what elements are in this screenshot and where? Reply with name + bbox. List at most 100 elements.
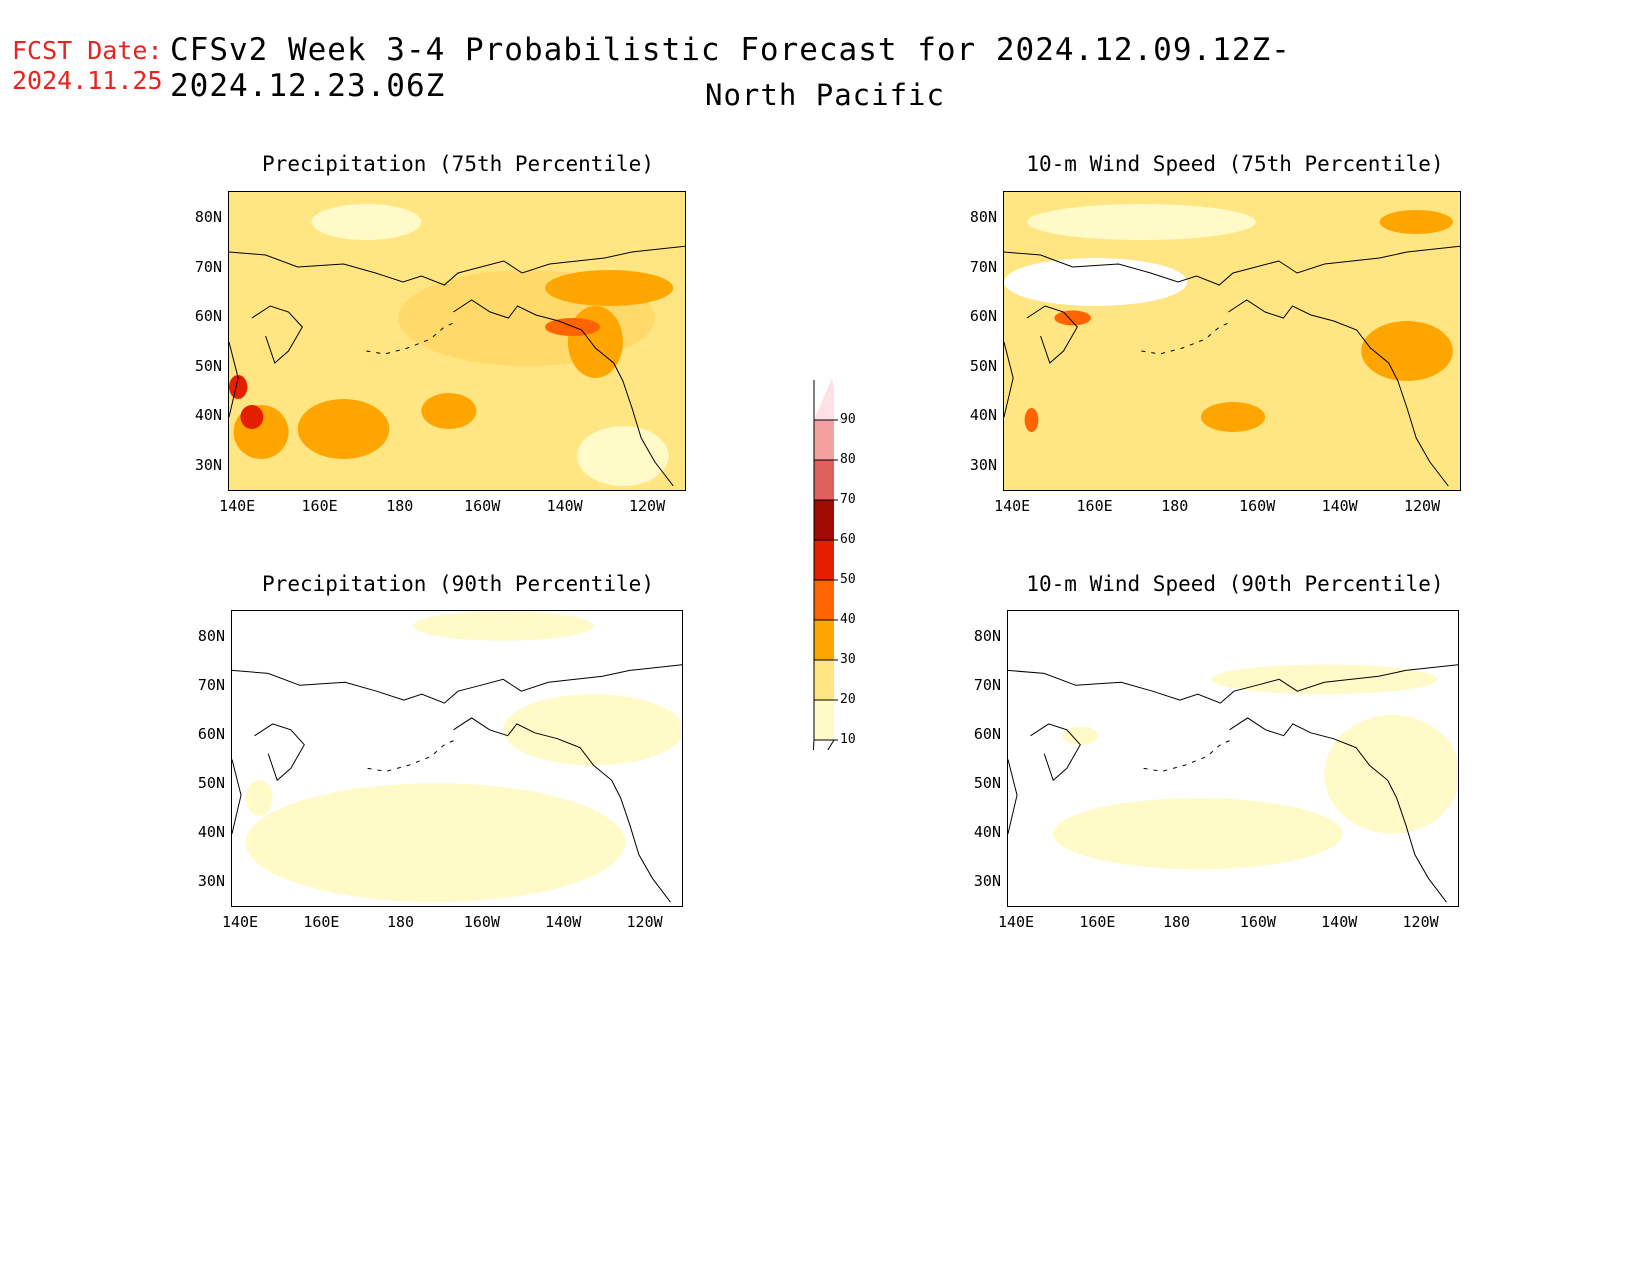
colorbar-label: 80 bbox=[840, 452, 856, 467]
shade-40-50 bbox=[1024, 408, 1039, 432]
shade-10-20 bbox=[1062, 726, 1099, 745]
map-field bbox=[1008, 611, 1458, 906]
panel-title-precip-90: Precipitation (90th Percentile) bbox=[262, 572, 654, 596]
coastline-arctic bbox=[232, 664, 682, 704]
colorbar-label: 90 bbox=[840, 412, 856, 427]
lat-tick-label: 30N bbox=[197, 871, 225, 890]
coastline-arctic bbox=[229, 245, 685, 286]
colorbar-label: 20 bbox=[840, 692, 856, 707]
coastline-japan bbox=[232, 759, 242, 834]
colorbar-label: 30 bbox=[840, 652, 856, 667]
colorbar-segment bbox=[814, 660, 834, 700]
forecast-date-value: 2024.11.25 bbox=[12, 66, 163, 95]
colorbar-segment bbox=[814, 580, 834, 620]
lat-tick-label: 70N bbox=[973, 675, 1001, 694]
lat-tick-label: 50N bbox=[197, 773, 225, 792]
lat-tick-label: 30N bbox=[194, 455, 222, 474]
coastline-arctic bbox=[1008, 664, 1458, 704]
colorbar-segment bbox=[814, 540, 834, 580]
coastline-kamchatka bbox=[251, 305, 303, 364]
colorbar-segment bbox=[814, 420, 834, 460]
panel-title-wind-75: 10-m Wind Speed (75th Percentile) bbox=[1026, 152, 1444, 176]
lon-tick-label: 140E bbox=[994, 497, 1031, 515]
lat-tick-label: 80N bbox=[197, 626, 225, 645]
lon-tick-label: 180 bbox=[386, 913, 415, 931]
lat-tick-label: 50N bbox=[969, 356, 997, 375]
shade-10-20 bbox=[1211, 664, 1438, 695]
colorbar-segment bbox=[814, 500, 834, 540]
map-field bbox=[232, 611, 682, 906]
lon-tick-label: 140W bbox=[1321, 497, 1358, 515]
lat-tick-label: 50N bbox=[194, 356, 222, 375]
shade-50-60 bbox=[229, 375, 248, 399]
shade-30-40 bbox=[297, 399, 390, 459]
shade-30-40 bbox=[1361, 321, 1453, 381]
colorbar-label: 70 bbox=[840, 492, 856, 507]
map-field bbox=[229, 192, 685, 490]
coastline-kamchatka bbox=[254, 723, 305, 782]
main-title: CFSv2 Week 3-4 Probabilistic Forecast fo… bbox=[170, 32, 1291, 104]
map-field bbox=[1004, 192, 1460, 490]
lat-tick-label: 70N bbox=[197, 675, 225, 694]
lon-tick-label: 180 bbox=[1161, 497, 1189, 515]
lat-tick-label: 60N bbox=[197, 724, 225, 743]
lon-tick-label: 120W bbox=[1402, 913, 1439, 931]
lat-tick-label: 60N bbox=[973, 724, 1001, 743]
coastline-alaska bbox=[1229, 717, 1447, 903]
map-wind-75 bbox=[1003, 191, 1461, 491]
lon-tick-label: 160E bbox=[1076, 497, 1113, 515]
colorbar-segment bbox=[814, 700, 834, 740]
region-subtitle: North Pacific bbox=[705, 78, 945, 112]
coastline-alaska bbox=[453, 717, 671, 903]
colorbar-label: 50 bbox=[840, 572, 856, 587]
coastline-arctic bbox=[1004, 245, 1460, 286]
lat-tick-label: 30N bbox=[973, 871, 1001, 890]
lat-tick-label: 40N bbox=[197, 822, 225, 841]
lat-tick-label: 70N bbox=[194, 257, 222, 276]
shade-10-20 bbox=[1324, 714, 1458, 834]
lat-tick-label: 70N bbox=[969, 257, 997, 276]
lon-tick-label: 160W bbox=[464, 497, 501, 515]
shade-30-40 bbox=[1379, 210, 1453, 234]
shade-50-60 bbox=[240, 405, 264, 429]
forecast-date-label: FCST Date: bbox=[12, 36, 163, 65]
coastline-alaska bbox=[1228, 299, 1449, 487]
panel-title-wind-90: 10-m Wind Speed (90th Percentile) bbox=[1026, 572, 1444, 596]
shade-10-20 bbox=[1026, 204, 1256, 240]
coastline-alaska bbox=[453, 299, 674, 487]
lon-tick-label: 160W bbox=[463, 913, 500, 931]
lon-tick-label: 120W bbox=[626, 913, 663, 931]
lat-tick-label: 80N bbox=[194, 208, 222, 226]
colorbar-segment bbox=[814, 378, 834, 420]
lat-tick-label: 40N bbox=[973, 822, 1001, 841]
shade-10-20 bbox=[311, 204, 422, 240]
colorbar-segment bbox=[814, 620, 834, 660]
shade-10-20 bbox=[577, 426, 669, 486]
shade-30-40 bbox=[1200, 402, 1266, 432]
colorbar-label: 40 bbox=[840, 612, 856, 627]
shade-10-20 bbox=[503, 694, 682, 766]
map-precip-75 bbox=[228, 191, 686, 491]
shade-30-40 bbox=[421, 393, 477, 429]
coastline-aleutians bbox=[367, 738, 459, 772]
shade-30-40 bbox=[545, 270, 674, 306]
lon-tick-label: 140W bbox=[545, 913, 582, 931]
lon-tick-label: 140W bbox=[1321, 913, 1358, 931]
coastline-japan bbox=[1004, 341, 1014, 418]
lon-tick-label: 160W bbox=[1239, 913, 1276, 931]
shade-20-30 bbox=[1022, 282, 1444, 462]
colorbar-label: 10 bbox=[840, 732, 856, 747]
shade-30-40 bbox=[567, 306, 623, 378]
coastline-japan bbox=[229, 341, 239, 418]
colorbar bbox=[811, 340, 872, 777]
lon-tick-label: 180 bbox=[386, 497, 414, 515]
lon-tick-label: 160E bbox=[1079, 913, 1116, 931]
lat-tick-label: 40N bbox=[194, 406, 222, 424]
coastline-kamchatka bbox=[1030, 723, 1081, 782]
shade-40-50 bbox=[545, 318, 600, 336]
lon-tick-label: 120W bbox=[1404, 497, 1441, 515]
coastline-aleutians bbox=[1143, 738, 1235, 772]
lat-tick-label: 80N bbox=[969, 208, 997, 226]
lon-tick-label: 160W bbox=[1239, 497, 1276, 515]
lat-tick-label: 80N bbox=[973, 626, 1001, 645]
